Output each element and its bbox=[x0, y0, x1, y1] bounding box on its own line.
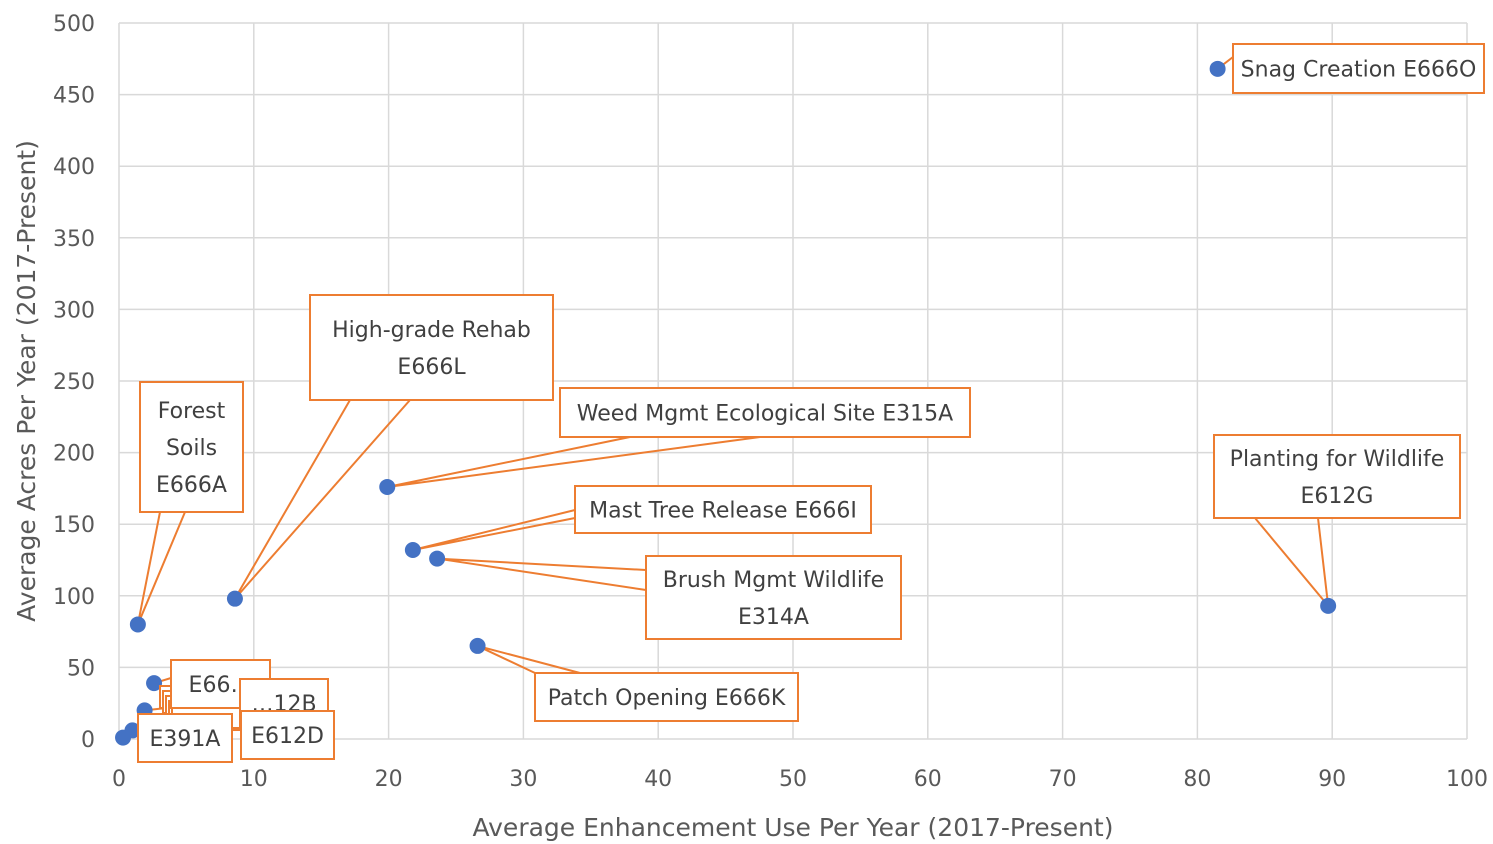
callout-box bbox=[1232, 43, 1485, 94]
x-tick-label: 20 bbox=[375, 767, 403, 792]
y-tick-label: 350 bbox=[53, 227, 95, 252]
data-point bbox=[1209, 60, 1226, 77]
data-point bbox=[379, 478, 396, 495]
data-callout: Planting for Wildlife E612G bbox=[1213, 434, 1461, 519]
callout-label: Mast Tree Release E666I bbox=[589, 499, 857, 524]
x-tick-label: 0 bbox=[112, 767, 126, 792]
callout-box bbox=[240, 710, 335, 760]
y-tick-label: 200 bbox=[53, 442, 95, 467]
x-tick-label: 100 bbox=[1446, 767, 1488, 792]
callout-label: Snag Creation E666O bbox=[1241, 58, 1477, 83]
data-point bbox=[146, 675, 163, 692]
x-tick-label: 40 bbox=[644, 767, 672, 792]
callout-box bbox=[139, 381, 244, 513]
callout-label: Patch Opening E666K bbox=[548, 686, 786, 711]
callout-box bbox=[309, 294, 554, 401]
y-tick-label: 250 bbox=[53, 370, 95, 395]
callout-label: Brush Mgmt Wildlife E314A bbox=[663, 568, 884, 630]
x-tick-label: 70 bbox=[1049, 767, 1077, 792]
callout-leader bbox=[436, 557, 647, 591]
x-tick-label: 50 bbox=[779, 767, 807, 792]
data-callout: High-grade Rehab E666L bbox=[309, 294, 554, 401]
x-tick-label: 10 bbox=[240, 767, 268, 792]
y-tick-label: 50 bbox=[67, 656, 95, 681]
data-point bbox=[226, 590, 243, 607]
data-callout: Brush Mgmt Wildlife E314A bbox=[645, 555, 902, 640]
callout-box bbox=[645, 555, 902, 640]
y-tick-label: 300 bbox=[53, 298, 95, 323]
data-callout: Forest Soils E666A bbox=[139, 381, 244, 513]
data-point bbox=[1320, 597, 1337, 614]
y-tick-label: 150 bbox=[53, 513, 95, 538]
data-point bbox=[115, 729, 132, 746]
callout-leader bbox=[387, 436, 761, 488]
y-tick-label: 450 bbox=[53, 84, 95, 109]
y-tick-label: 500 bbox=[53, 12, 95, 37]
callout-leader bbox=[477, 644, 581, 674]
data-point bbox=[404, 541, 421, 558]
callout-label: Weed Mgmt Ecological Site E315A bbox=[577, 402, 953, 427]
y-axis-title: Average Acres Per Year (2017-Present) bbox=[12, 140, 41, 622]
data-callout: Snag Creation E666O bbox=[1232, 43, 1485, 94]
callout-leader bbox=[1254, 517, 1330, 610]
data-callout: E391A bbox=[137, 713, 233, 763]
callout-leader bbox=[136, 511, 186, 625]
callout-label: Forest Soils E666A bbox=[156, 399, 227, 498]
data-callouts: Snag Creation E666O Planting for Wildlife… bbox=[137, 43, 1485, 763]
callout-box bbox=[574, 485, 872, 534]
data-callout: Weed Mgmt Ecological Site E315A bbox=[559, 387, 971, 438]
callout-leader bbox=[234, 399, 411, 600]
x-tick-label: 80 bbox=[1183, 767, 1211, 792]
y-tick-label: 100 bbox=[53, 585, 95, 610]
x-axis-ticks: 0 10 20 30 40 50 60 70 80 90 100 bbox=[112, 767, 1488, 792]
callout-label: E612D bbox=[251, 724, 324, 749]
x-axis-title: Average Enhancement Use Per Year (2017-P… bbox=[473, 813, 1114, 842]
callout-box bbox=[137, 713, 233, 763]
data-callout: Patch Opening E666K bbox=[534, 672, 799, 722]
callout-leader bbox=[412, 509, 576, 551]
callout-box bbox=[1213, 434, 1461, 519]
data-point bbox=[129, 616, 146, 633]
x-tick-label: 90 bbox=[1318, 767, 1346, 792]
callout-label: High-grade Rehab E666L bbox=[332, 318, 531, 380]
data-callout: Mast Tree Release E666I bbox=[574, 485, 872, 534]
x-tick-label: 30 bbox=[509, 767, 537, 792]
x-tick-label: 60 bbox=[914, 767, 942, 792]
y-tick-label: 400 bbox=[53, 155, 95, 180]
callout-box bbox=[534, 672, 799, 722]
data-point bbox=[429, 550, 446, 567]
callout-box bbox=[559, 387, 971, 438]
data-callout: E612D bbox=[240, 710, 335, 760]
y-axis-ticks: 0 50 100 150 200 250 300 350 400 450 500 bbox=[53, 12, 95, 753]
callout-label: Planting for Wildlife E612G bbox=[1230, 447, 1445, 509]
callout-label: E391A bbox=[150, 727, 221, 752]
y-tick-label: 0 bbox=[81, 728, 95, 753]
data-point bbox=[469, 637, 486, 654]
